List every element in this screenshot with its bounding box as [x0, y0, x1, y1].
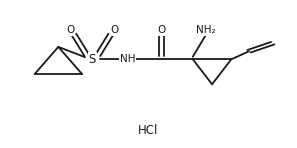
Text: O: O	[158, 25, 166, 35]
Text: HCl: HCl	[138, 124, 159, 137]
Text: S: S	[89, 53, 96, 66]
Text: O: O	[66, 25, 74, 35]
Text: O: O	[110, 25, 119, 35]
Text: NH: NH	[120, 54, 135, 64]
Text: NH₂: NH₂	[196, 25, 216, 35]
